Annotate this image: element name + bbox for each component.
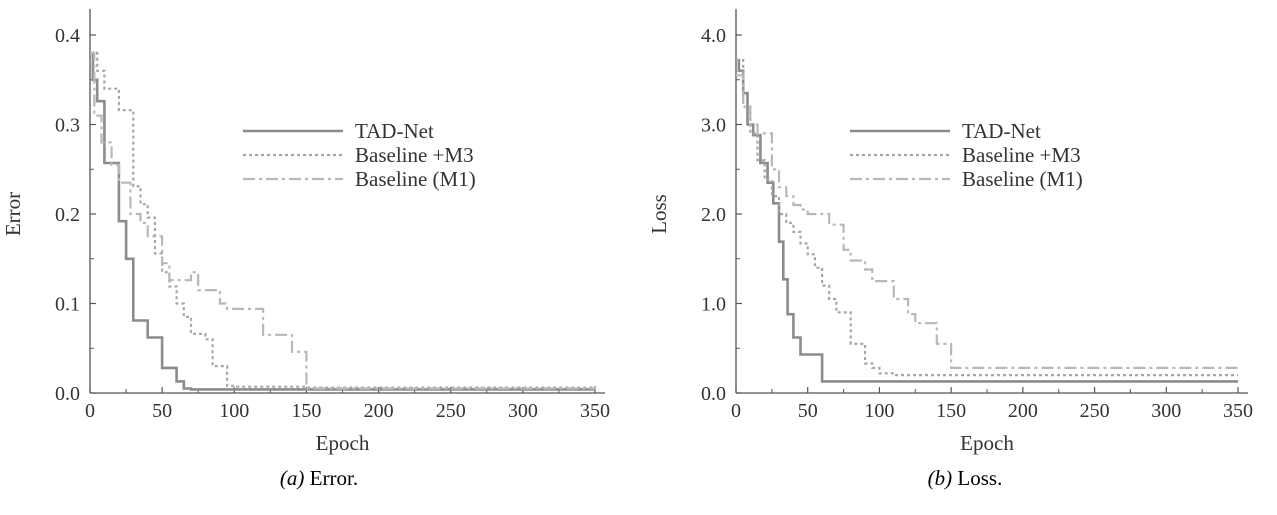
legend-label: TAD-Net (962, 119, 1041, 143)
x-tick-label: 200 (1008, 400, 1038, 422)
y-tick-label: 0.0 (55, 383, 80, 405)
series-line-1 (736, 59, 1238, 377)
x-tick-label: 200 (364, 400, 394, 422)
chart-loss: 0.0 1.0 2.0 3.0 4.0 0 50 100 150 200 250 300 350 Epoc… (647, 9, 1253, 455)
x-axis-label: Epoch (960, 431, 1014, 455)
y-axis-label: Loss (647, 194, 671, 234)
x-tick-label: 250 (436, 400, 466, 422)
x-tick-label: 100 (219, 400, 249, 422)
x-tick-label: 300 (1151, 400, 1181, 422)
x-tick-label: 100 (864, 400, 894, 422)
legend-label: TAD-Net (355, 119, 434, 143)
series-line-0 (736, 58, 1238, 383)
y-tick-label: 4.0 (701, 25, 726, 47)
x-tick-label: 150 (291, 400, 321, 422)
chart-error: 0.0 0.1 0.2 0.3 0.4 0 50 100 150 200 250 300 350 Epoc… (1, 9, 610, 455)
legend-label: Baseline (M1) (962, 167, 1083, 191)
x-tick-label: 150 (936, 400, 966, 422)
x-tick-label: 0 (731, 400, 741, 422)
caption-error-prefix: (a) (279, 466, 305, 490)
y-tick-label: 2.0 (701, 204, 726, 226)
x-tick-label: 50 (152, 400, 172, 422)
x-tick-label: 50 (798, 400, 818, 422)
series-line-2 (90, 51, 597, 390)
y-tick-label: 0.2 (55, 204, 80, 226)
chart-panel-error: 0.0 0.1 0.2 0.3 0.4 0 50 100 150 200 250 300 350 Epoc… (0, 0, 638, 515)
x-tick-label: 350 (1223, 400, 1253, 422)
caption-loss-text: Loss. (957, 466, 1003, 490)
caption-error: (a) Error. (0, 466, 638, 491)
legend-label: Baseline (M1) (355, 167, 476, 191)
legend-label: Baseline +M3 (962, 143, 1081, 167)
y-tick-label: 0.4 (55, 25, 80, 47)
series-line-0 (90, 51, 595, 391)
x-tick-label: 350 (580, 400, 610, 422)
caption-loss: (b) Loss. (646, 466, 1277, 491)
legend-label: Baseline +M3 (355, 143, 474, 167)
chart-panel-loss: 0.0 1.0 2.0 3.0 4.0 0 50 100 150 200 250 300 350 Epoc… (646, 0, 1277, 515)
y-tick-label: 0.0 (701, 383, 726, 405)
x-tick-label: 300 (508, 400, 538, 422)
x-axis-label: Epoch (316, 431, 370, 455)
x-tick-label: 0 (85, 400, 95, 422)
caption-error-text: Error. (309, 466, 359, 490)
y-axis-label: Error (1, 192, 25, 236)
y-tick-label: 1.0 (701, 294, 726, 316)
series-line-1 (90, 51, 595, 389)
y-tick-label: 0.1 (55, 294, 80, 316)
series-line-2 (736, 74, 1238, 369)
y-tick-label: 0.3 (55, 115, 80, 137)
caption-loss-prefix: (b) (927, 466, 953, 490)
y-tick-label: 3.0 (701, 115, 726, 137)
x-tick-label: 250 (1080, 400, 1110, 422)
